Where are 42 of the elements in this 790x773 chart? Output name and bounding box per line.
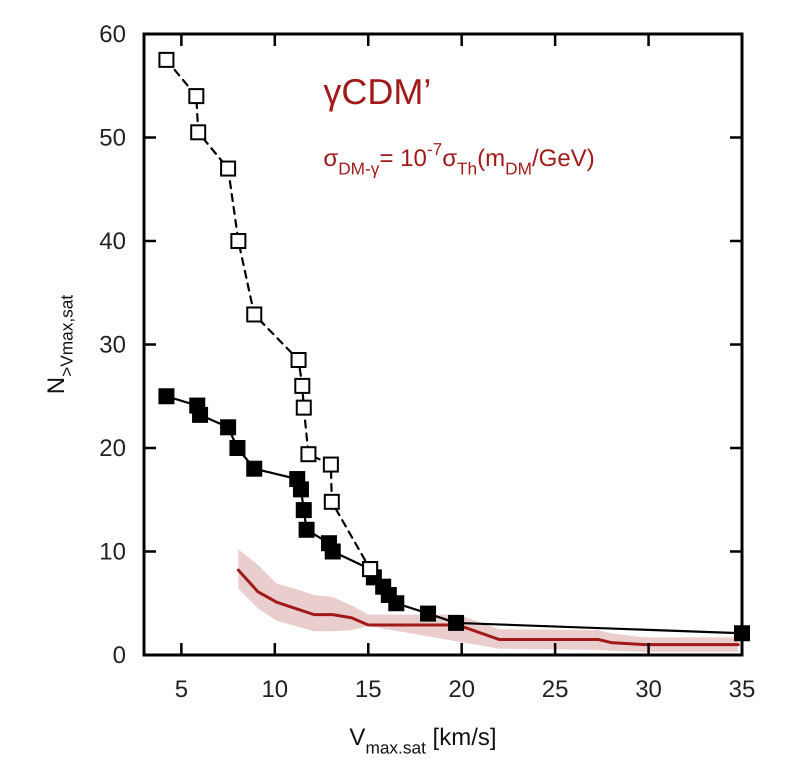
x-tick-label: 15 [354,676,382,703]
point [220,419,236,436]
point [322,456,339,473]
y-tick-label: 40 [99,228,126,255]
point [220,160,236,177]
point [229,440,246,456]
point [230,233,246,249]
x-axis-title: V$_{max.sat}$ [km/s] [349,724,497,758]
y-tick-label: 60 [99,21,126,48]
x-tick-label: 35 [728,676,756,703]
y-tick-label: 30 [99,332,126,358]
text: σ$_{DM-γ}$= 10$^{-7}$σ$_{Th}$(m$_{DM}$/GeV) [323,139,595,178]
point [324,544,341,560]
point [448,614,464,631]
x-tick-label: 20 [448,676,476,703]
line-series [236,568,740,646]
point [246,306,262,322]
point [292,481,309,498]
x-tick-label: 25 [542,676,568,703]
point [420,606,436,622]
point [158,388,174,404]
point [388,595,404,612]
point [188,88,204,104]
point [158,52,174,68]
point [296,400,312,416]
point [296,502,312,518]
y-tick-label: 10 [99,538,126,566]
point [300,446,316,462]
y-tick-label: 20 [99,435,126,462]
point [294,378,310,394]
point [192,406,208,423]
x-tick-label: 5 [174,676,188,703]
point [290,352,307,368]
x-tick-label: 30 [635,676,662,703]
y-tick-label: 0 [112,642,126,669]
point [298,522,315,538]
point [190,124,206,140]
point [246,460,262,477]
y-tick-label: 50 [99,124,126,152]
x-tick-label: 10 [261,676,288,703]
annotation: γCDM’ [323,71,432,112]
point [324,494,340,510]
